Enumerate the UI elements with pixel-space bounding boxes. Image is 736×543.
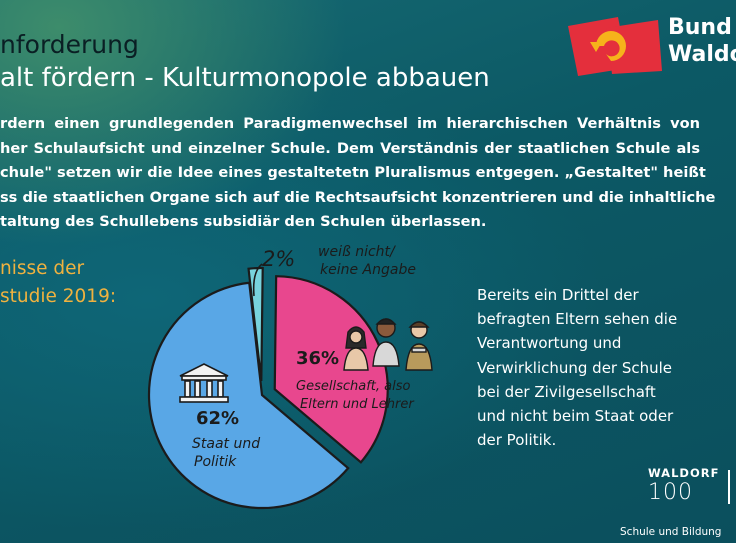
annotation-leader-line: [252, 263, 263, 297]
waldorf-word: WALDORF: [648, 466, 720, 480]
statement-line: und nicht beim Staat oder: [477, 407, 674, 426]
footer-text: Schule und Bildung: [620, 526, 722, 538]
brand-line-2: Waldo: [668, 42, 736, 67]
body-line: chule" setzen wir die Idee eines gestalt…: [0, 164, 706, 181]
page-title-line-1: nforderung: [0, 30, 139, 59]
statement-line: bei der Zivilgesellschaft: [477, 382, 656, 401]
logo-red-shape-right: [606, 20, 662, 74]
brand-line-1: Bund d: [668, 15, 736, 40]
body-line: rdern einen grundlegenden Paradigmenwech…: [0, 115, 700, 132]
slice-label-line: weiß nicht/: [318, 244, 396, 260]
statement-line: der Politik.: [477, 431, 557, 450]
body-line: her Schulaufsicht und einzelner Schule. …: [0, 139, 700, 157]
pie-slice: [273, 275, 389, 464]
page-title-line-2: alt fördern - Kulturmonopole abbauen: [0, 63, 490, 93]
slice-value-label: 2%: [262, 247, 295, 271]
results-label-line-1: nisse der: [0, 258, 85, 279]
slice-label-line: Staat und: [192, 436, 260, 452]
slice-label-line: keine Angabe: [320, 262, 416, 278]
slice-label-line: Eltern und Lehrer: [300, 397, 415, 412]
logo-yellow-arrowhead: [590, 42, 602, 52]
body-line: ss die staatlichen Organe sich auf die R…: [0, 188, 716, 206]
statement-text: Bereits ein Drittel der befragten Eltern…: [477, 283, 677, 452]
slice-value-label: 62%: [196, 408, 239, 429]
slice-label-line: Gesellschaft, also: [296, 379, 410, 394]
pie-slice: [247, 266, 264, 382]
pie-slice: [147, 281, 350, 510]
body-line: taltung des Schullebens subsidiär den Sc…: [0, 213, 487, 230]
slice-label-line: Politik: [194, 454, 237, 470]
statement-line: befragten Eltern sehen die: [477, 310, 678, 329]
logo-divider: [728, 470, 730, 504]
statement-line: Bereits ein Drittel der: [477, 286, 639, 304]
bund-logo-icon: [568, 17, 662, 76]
results-label-line-2: studie 2019:: [0, 286, 117, 307]
brand-name: Bund d Waldo: [668, 14, 736, 68]
building-icon: [179, 363, 229, 403]
statement-line: Verantwortung und: [477, 334, 622, 353]
waldorf-number: 100: [648, 480, 693, 505]
body-paragraph: rdern einen grundlegenden Paradigmenwech…: [0, 112, 716, 235]
waldorf-100-logo: WALDORF 100: [648, 466, 719, 505]
slice-value-label: 36%: [296, 348, 339, 369]
people-icon: [343, 318, 433, 371]
statement-line: Verwirklichung der Schule: [477, 358, 673, 377]
logo-yellow-arrow: [596, 31, 626, 61]
